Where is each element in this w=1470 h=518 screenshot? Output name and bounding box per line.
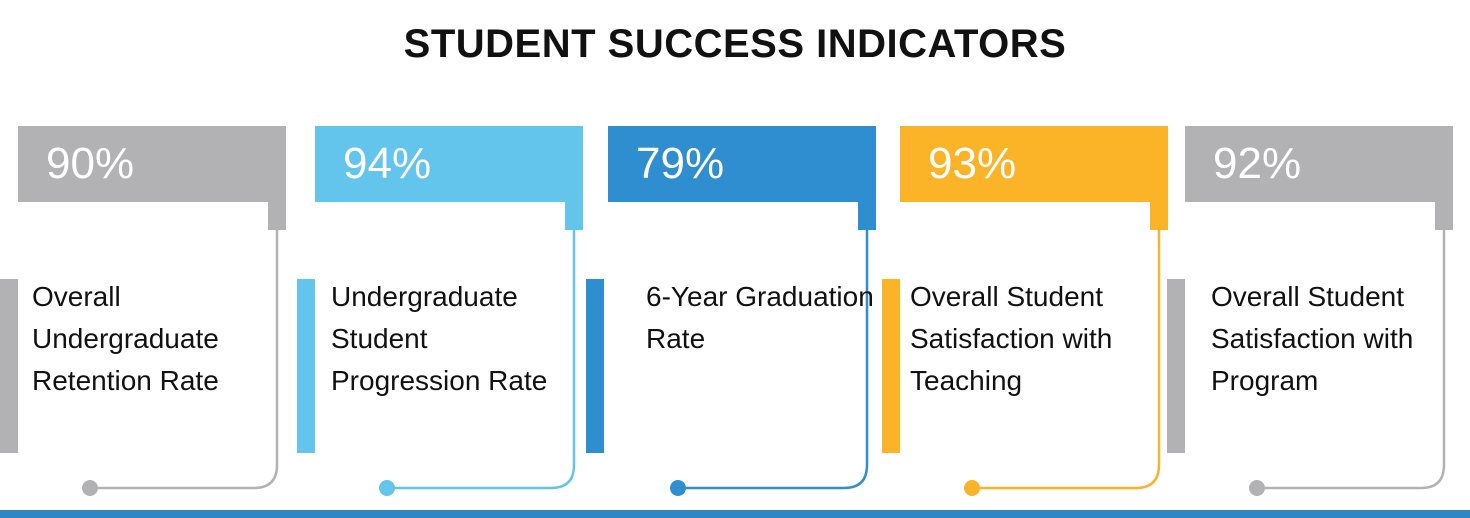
connector-dot	[670, 480, 686, 496]
connector-dot	[1249, 480, 1265, 496]
indicator-label: Undergraduate Student Progression Rate	[331, 281, 548, 396]
connector-path	[1257, 230, 1446, 490]
indicator-label: Overall Undergraduate Retention Rate	[32, 281, 219, 396]
connector-line	[82, 230, 279, 496]
side-accent-bar	[297, 279, 315, 453]
header-tab	[858, 202, 876, 230]
header-tab	[1150, 202, 1168, 230]
indicator-label: Overall Student Satisfaction with Teachi…	[910, 281, 1113, 396]
connector-line	[964, 230, 1161, 496]
bottom-band	[0, 510, 1470, 518]
connector-dot	[82, 480, 98, 496]
indicator-card: 79% 6-Year Graduation Rate	[586, 126, 908, 506]
connector-dot	[379, 480, 395, 496]
connector-path	[387, 230, 576, 490]
side-accent-bar	[1167, 279, 1185, 453]
indicator-card: 92% Overall Student Satisfaction with Pro…	[1167, 126, 1470, 506]
infographic-title: STUDENT SUCCESS INDICATORS	[403, 22, 1067, 66]
indicator-value: 92%	[1185, 126, 1453, 202]
side-accent-bar	[586, 279, 604, 453]
connector-line	[670, 230, 869, 496]
indicator-value: 79%	[608, 126, 876, 202]
side-accent-bar	[0, 279, 18, 453]
header-tab	[565, 202, 583, 230]
header-tab	[1435, 202, 1453, 230]
connector-line	[379, 230, 576, 496]
indicator-card: 93% Overall Student Satisfaction with Tea…	[882, 126, 1200, 506]
indicator-card: 90% Overall Undergraduate Retention Rate	[0, 126, 318, 506]
connector-dot	[964, 480, 980, 496]
indicator-card: 94% Undergraduate Student Progression Rat…	[297, 126, 615, 506]
connector-line	[1249, 230, 1446, 496]
connector-path	[972, 230, 1161, 490]
indicator-label: Overall Student Satisfaction with Progra…	[1211, 281, 1414, 396]
indicator-value: 90%	[18, 126, 286, 202]
indicator-value: 94%	[315, 126, 583, 202]
side-accent-bar	[882, 279, 900, 453]
connector-path	[678, 230, 869, 490]
header-tab	[268, 202, 286, 230]
indicator-value: 93%	[900, 126, 1168, 202]
connector-path	[90, 230, 279, 490]
indicator-label: 6-Year Graduation Rate	[646, 281, 874, 354]
